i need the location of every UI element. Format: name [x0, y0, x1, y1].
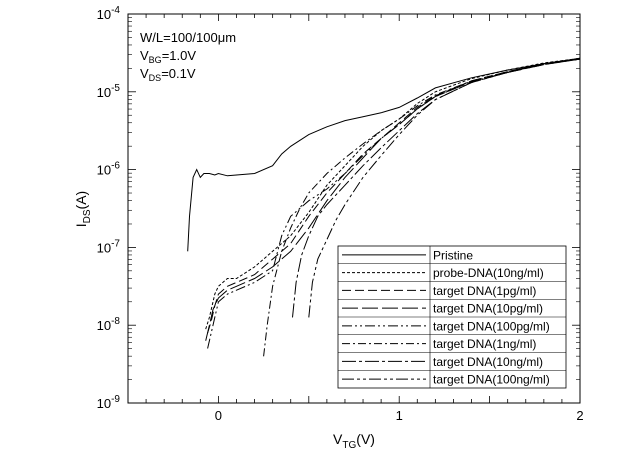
legend-label: target DNA(10pg/ml): [433, 302, 543, 316]
x-tick-label: 0: [215, 408, 222, 423]
legend-label: target DNA(1ng/ml): [433, 337, 536, 351]
series-line-5: [263, 57, 580, 357]
data-series: [187, 57, 580, 357]
legend: Pristine probe-DNA(10ng/ml) target DNA(1pg…: [337, 245, 567, 389]
y-tick-label: 10-8: [97, 316, 121, 333]
axis-tick-labels: 0 1 2 10-9 10-8 10-7 10-6 10-5 10-4: [97, 5, 584, 423]
annotation-line: VBG=1.0V: [140, 48, 196, 65]
legend-label: Pristine: [433, 248, 473, 262]
plot-frame: [127, 13, 581, 404]
annotation-line: VDS=0.1V: [140, 66, 196, 83]
x-tick-label: 2: [576, 408, 583, 423]
series-line-7: [308, 57, 580, 318]
series-line-1: [205, 57, 580, 330]
y-tick-label: 10-4: [97, 5, 121, 22]
y-tick-label: 10-9: [97, 394, 121, 411]
y-tick-label: 10-7: [97, 238, 121, 255]
series-line-4: [207, 58, 580, 349]
legend-label: target DNA(1pg/ml): [433, 284, 536, 298]
y-tick-label: 10-5: [97, 83, 121, 100]
y-axis-label: IDS(A): [73, 191, 93, 227]
annotation-line: W/L=100/100μm: [140, 30, 236, 45]
x-tick-label: 1: [396, 408, 403, 423]
series-line-0: [187, 58, 580, 252]
legend-label: target DNA(100pg/ml): [433, 319, 550, 333]
x-axis-label: VTG(V): [333, 431, 375, 451]
series-line-6: [292, 57, 580, 318]
axis-ticks: [127, 13, 581, 404]
legend-label: probe-DNA(10ng/ml): [433, 266, 544, 280]
y-tick-label: 10-6: [97, 161, 121, 178]
legend-label: target DNA(100ng/ml): [433, 373, 550, 387]
legend-label: target DNA(10ng/ml): [433, 355, 543, 369]
